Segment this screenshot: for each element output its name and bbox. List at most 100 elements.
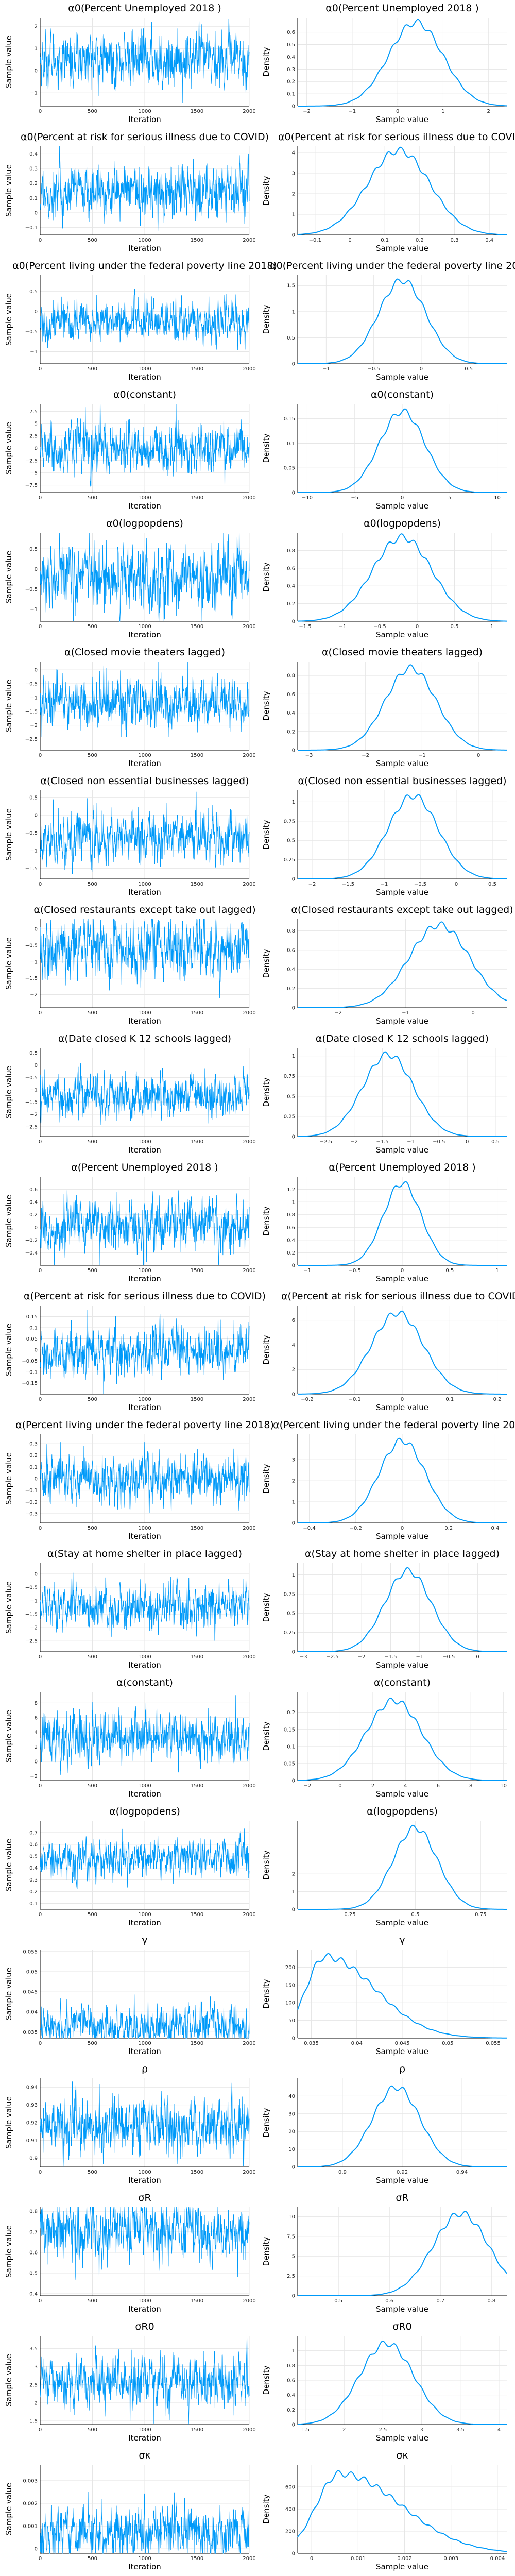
y-tick-label: 0 <box>35 1225 38 1231</box>
y-tick-label: 2 <box>35 2400 38 2406</box>
y-tick-label: −0.2 <box>25 1500 38 1505</box>
x-tick-label: 0.7 <box>436 2298 444 2304</box>
y-axis-label: Sample value <box>4 164 13 217</box>
x-tick-label: 1000 <box>138 1268 151 1274</box>
y-tick-label: 2 <box>292 1479 295 1484</box>
density-panel-5: −3 −2 −1 0 0 0.2 0.4 0.6 0.8 α(Closed movie theat… <box>262 647 507 768</box>
x-axis-label: Iteration <box>128 501 161 511</box>
x-tick-label: −2 <box>304 1783 312 1789</box>
y-tick-label: 0.5 <box>29 795 38 801</box>
panel-title: α(Closed movie theaters lagged) <box>322 647 483 658</box>
x-tick-label: −1 <box>322 366 330 372</box>
y-axis-label: Density <box>262 2236 271 2266</box>
y-tick-label: 0.2 <box>287 729 295 735</box>
x-tick-label: 500 <box>88 2041 97 2046</box>
x-tick-label: 1000 <box>138 624 151 630</box>
x-tick-label: 1500 <box>191 2041 203 2046</box>
y-tick-label: 30 <box>288 2111 295 2117</box>
x-tick-label: −1.5 <box>299 624 311 630</box>
y-tick-label: 1 <box>292 1889 295 1895</box>
y-axis-label: Density <box>262 562 271 591</box>
x-tick-label: 0 <box>39 1268 42 1274</box>
trace-line <box>40 1063 250 1125</box>
y-tick-label: 5 <box>292 2254 295 2260</box>
y-tick-label: 40 <box>288 2094 295 2099</box>
x-axis-label: Sample value <box>376 2176 428 2185</box>
x-tick-label: 1000 <box>138 366 151 372</box>
density-line <box>297 2470 507 2552</box>
x-tick-label: 1000 <box>138 495 151 501</box>
x-tick-label: 0 <box>416 624 419 630</box>
y-tick-label: 0.4 <box>29 2292 38 2297</box>
density-panel-14: 0.25 0.5 0.75 0 1 2 α(logpopdens) Sample value D… <box>262 1806 507 1927</box>
y-tick-label: 0 <box>35 2547 38 2552</box>
x-tick-label: −5 <box>351 495 358 501</box>
x-tick-label: 500 <box>88 882 97 887</box>
x-tick-label: 0 <box>476 1654 479 1660</box>
x-tick-label: 2000 <box>243 109 255 114</box>
density-line <box>298 921 507 1008</box>
panel-title: α(Percent living under the federal pover… <box>273 1419 515 1431</box>
y-tick-label: 2 <box>35 1744 38 1750</box>
x-tick-label: −1 <box>416 1654 423 1660</box>
x-tick-label: −0.1 <box>349 1397 361 1402</box>
y-tick-label: −1 <box>30 695 38 701</box>
x-tick-label: 0 <box>39 1526 42 1531</box>
x-tick-label: 1.5 <box>301 2427 310 2433</box>
y-tick-label: 0.6 <box>29 1187 38 1193</box>
y-tick-label: 0 <box>292 1650 295 1655</box>
x-tick-label: 1500 <box>191 366 203 372</box>
density-line <box>298 1181 507 1266</box>
y-tick-label: 0.2 <box>287 1250 295 1256</box>
panel-title: α0(Percent living under the federal pove… <box>270 260 515 272</box>
density-line <box>298 1567 507 1652</box>
y-tick-label: 0 <box>292 877 295 883</box>
y-tick-label: 0 <box>35 813 38 819</box>
x-tick-label: −2 <box>334 1010 342 1016</box>
trace-panel-16: 0 500 1000 1500 2000 0.9 0.91 0.92 0.93 0.94 ρ Iter… <box>4 2063 256 2185</box>
y-tick-label: 0 <box>35 69 38 74</box>
density-line <box>297 1051 507 1137</box>
x-tick-label: 4 <box>404 1783 407 1789</box>
panel-title: α(Percent Unemployed 2018 ) <box>71 1162 218 1173</box>
x-tick-label: 1500 <box>191 753 203 758</box>
y-tick-label: 0.045 <box>23 1990 38 1995</box>
trace-line <box>40 2207 250 2280</box>
y-axis-label: Density <box>262 820 271 849</box>
x-tick-label: −2 <box>350 1139 358 1145</box>
density-panel-6: −2 −1.5 −1 −0.5 0 0.5 0 0.25 0.5 0.75 1 α(Closed no… <box>262 775 507 897</box>
y-tick-label: 3 <box>292 1458 295 1463</box>
y-tick-label: 2 <box>292 192 295 197</box>
x-tick-label: 0.003 <box>443 2556 458 2562</box>
y-tick-label: −0.3 <box>25 1511 38 1517</box>
y-tick-label: −2 <box>30 1625 38 1631</box>
x-axis-label: Sample value <box>376 1403 428 1412</box>
y-tick-label: 0.003 <box>23 2478 38 2484</box>
trace-line <box>40 1572 250 1641</box>
y-tick-label: 0 <box>292 2422 295 2428</box>
y-tick-label: 0 <box>292 1392 295 1398</box>
y-tick-label: 0.2 <box>29 1212 38 1218</box>
x-tick-label: 0.75 <box>475 1912 486 1918</box>
panel-title: α(Closed restaurants except take out lag… <box>291 904 513 916</box>
y-tick-label: 0 <box>35 1063 38 1069</box>
x-tick-label: 0.3 <box>451 238 459 243</box>
x-tick-label: 1000 <box>138 2427 151 2433</box>
y-tick-label: −0.5 <box>25 831 38 836</box>
y-axis-label: Density <box>262 1464 271 1493</box>
y-tick-label: 0.055 <box>23 1949 38 1955</box>
trace-panel-17: 0 500 1000 1500 2000 0.4 0.5 0.6 0.7 0.8 σR Iterati… <box>4 2192 256 2314</box>
y-tick-label: 0.25 <box>284 1630 295 1636</box>
x-tick-label: 0.25 <box>344 1912 355 1918</box>
panel-title: α0(Percent at risk for serious illness d… <box>21 131 269 143</box>
x-tick-label: 0.1 <box>381 238 389 243</box>
trace-line <box>40 1994 250 2039</box>
x-tick-label: 0.9 <box>338 2170 347 2175</box>
y-tick-label: 0.5 <box>29 2271 38 2277</box>
x-tick-label: 0 <box>477 753 480 758</box>
trace-panel-18: 0 500 1000 1500 2000 1.5 2 2.5 3 3.5 σR0 Iteration S… <box>4 2321 256 2443</box>
y-tick-label: 2.5 <box>29 434 38 439</box>
x-axis-label: Iteration <box>128 244 161 253</box>
panel-title: α(Date closed K 12 schools lagged) <box>316 1033 489 1044</box>
y-tick-label: 1 <box>292 309 295 315</box>
